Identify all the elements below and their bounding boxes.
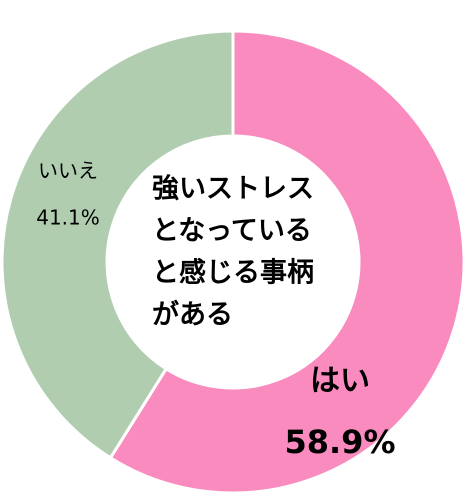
center-title: と感じる事柄 [152, 257, 314, 289]
center-title: となっている [152, 216, 312, 247]
donut-slice [0, 29, 235, 460]
center-title: 強いストレス [152, 174, 314, 205]
donut-slice [108, 29, 466, 495]
category-label: いいえ [38, 159, 98, 183]
category-label: はい [310, 364, 370, 399]
value-label: 58.9% [284, 423, 395, 461]
value-label: 41.1% [36, 206, 100, 230]
center-title: がある [152, 299, 233, 331]
